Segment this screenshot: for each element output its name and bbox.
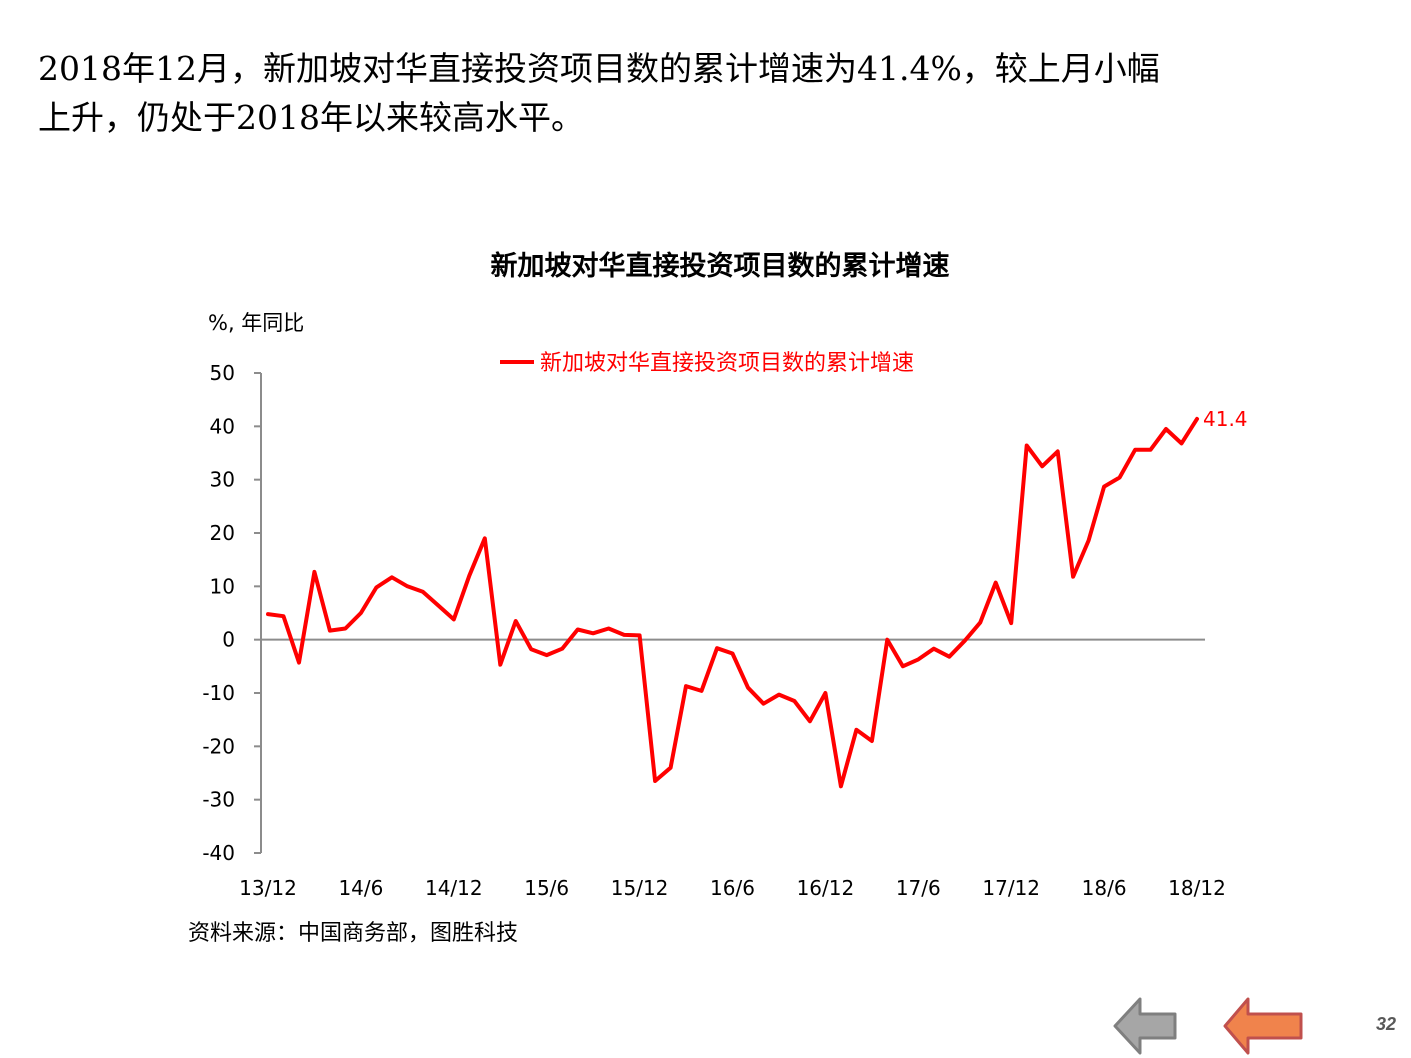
x-tick-label: 15/12 — [611, 876, 669, 900]
x-tick-label: 18/12 — [1168, 876, 1226, 900]
y-tick-label: -30 — [202, 788, 235, 812]
y-tick-label: 50 — [210, 361, 235, 385]
y-axis-label: %, 年同比 — [208, 311, 304, 335]
y-ticks: 50 40 30 20 10 0 -10 -20 -30 -40 — [202, 361, 261, 865]
x-tick-label: 18/6 — [1082, 876, 1127, 900]
series-end-label: 41.4 — [1203, 407, 1248, 431]
y-tick-label: 30 — [210, 468, 235, 492]
legend-label: 新加坡对华直接投资项目数的累计增速 — [540, 351, 914, 376]
x-tick-label: 14/12 — [425, 876, 483, 900]
headline: 2018年12月，新加坡对华直接投资项目数的累计增速为41.4%，较上月小幅 上… — [38, 44, 1378, 142]
y-tick-label: 0 — [222, 628, 235, 652]
x-tick-label: 16/12 — [797, 876, 855, 900]
y-tick-label: -10 — [202, 681, 235, 705]
forward-arrow-icon[interactable] — [1222, 996, 1304, 1056]
chart-title: 新加坡对华直接投资项目数的累计增速 — [491, 250, 950, 282]
page-number: 32 — [1375, 1014, 1396, 1034]
x-tick-label: 17/12 — [982, 876, 1040, 900]
x-tick-label: 14/6 — [338, 876, 383, 900]
back-arrow-icon[interactable] — [1112, 996, 1178, 1056]
legend: 新加坡对华直接投资项目数的累计增速 — [500, 351, 914, 376]
x-tick-label: 15/6 — [524, 876, 569, 900]
x-ticks: 13/12 14/6 14/12 15/6 15/12 16/6 16/12 17/6 17/1… — [239, 876, 1226, 900]
series-line — [266, 416, 1199, 789]
source-note: 资料来源：中国商务部，图胜科技 — [188, 921, 518, 946]
y-tick-label: -20 — [202, 734, 235, 758]
x-tick-label: 16/6 — [710, 876, 755, 900]
x-tick-label: 13/12 — [239, 876, 297, 900]
y-tick-label: -40 — [202, 841, 235, 865]
y-tick-label: 20 — [210, 521, 235, 545]
y-tick-label: 40 — [210, 414, 235, 438]
headline-line-2: 上升，仍处于2018年以来较高水平。 — [38, 98, 584, 137]
axes — [260, 373, 1205, 853]
y-tick-label: 10 — [210, 574, 235, 598]
x-tick-label: 17/6 — [896, 876, 941, 900]
headline-line-1: 2018年12月，新加坡对华直接投资项目数的累计增速为41.4%，较上月小幅 — [38, 49, 1160, 88]
